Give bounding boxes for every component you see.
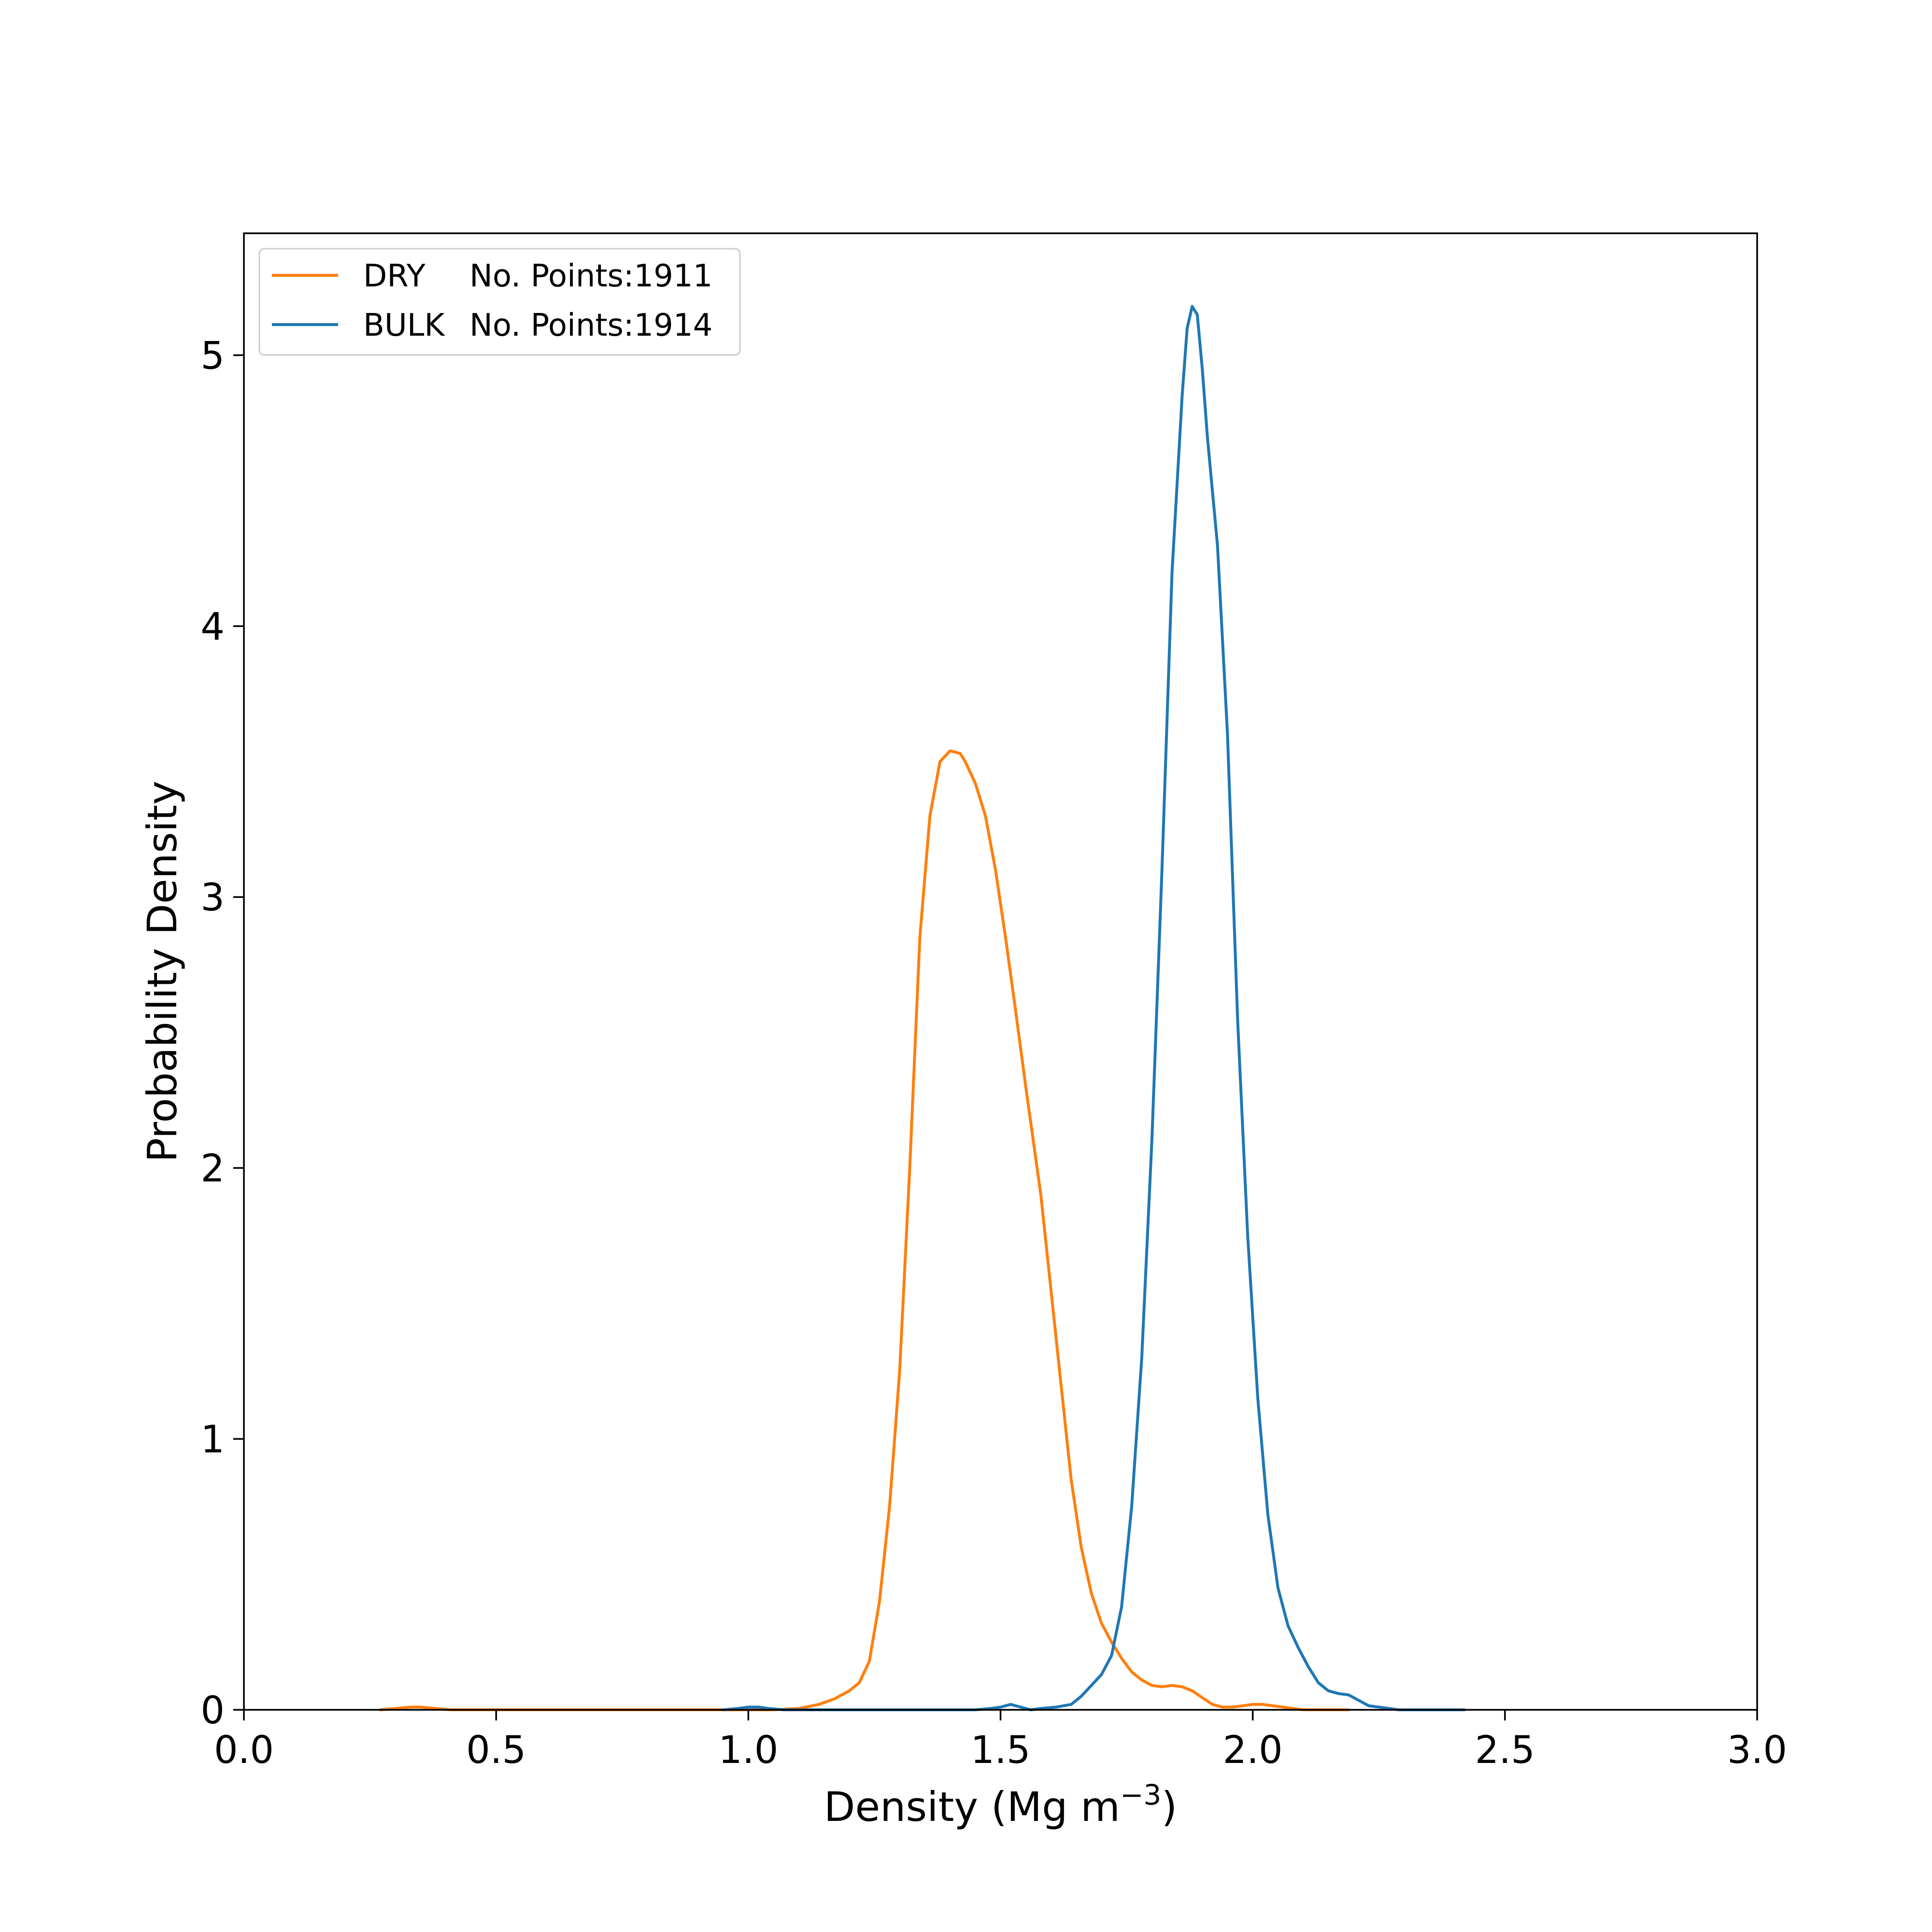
legend-detail-dry: No. Points:1911	[469, 258, 712, 294]
x-tick-label: 1.5	[970, 1729, 1030, 1772]
y-axis-label: Probability Density	[139, 781, 186, 1162]
y-tick-label: 1	[200, 1418, 225, 1462]
y-tick-label: 4	[200, 605, 225, 649]
y-tick-label: 5	[200, 334, 225, 378]
x-tick-label: 3.0	[1727, 1729, 1787, 1772]
y-tick-label: 2	[200, 1147, 225, 1191]
x-tick-label: 2.0	[1223, 1729, 1283, 1772]
series-line-bulk	[722, 305, 1466, 1711]
x-axis-ticks: 0.0 0.5 1.0 1.5 2.0 2.5 3.0	[214, 1710, 1787, 1772]
x-axis-label-suffix: )	[1161, 1783, 1177, 1831]
legend-label-bulk: BULK	[363, 308, 445, 343]
x-axis-label-superscript: −3	[1120, 1778, 1162, 1811]
x-tick-label: 0.5	[466, 1729, 526, 1772]
y-tick-label: 3	[200, 876, 225, 920]
x-axis-label: Density (Mg m−3)	[824, 1778, 1177, 1831]
x-tick-label: 1.0	[718, 1729, 778, 1772]
x-tick-label: 0.0	[214, 1729, 274, 1772]
y-axis-ticks: 0 1 2 3 4 5	[200, 334, 244, 1733]
y-tick-label: 0	[200, 1689, 225, 1733]
legend-detail-bulk: No. Points:1914	[469, 308, 712, 343]
legend-label-dry: DRY	[363, 258, 426, 294]
x-axis-label-main: Density (Mg m	[824, 1783, 1120, 1831]
x-tick-label: 2.5	[1475, 1729, 1535, 1772]
legend: DRY No. Points:1911 BULK No. Points:1914	[258, 248, 741, 356]
legend-box	[258, 248, 741, 356]
